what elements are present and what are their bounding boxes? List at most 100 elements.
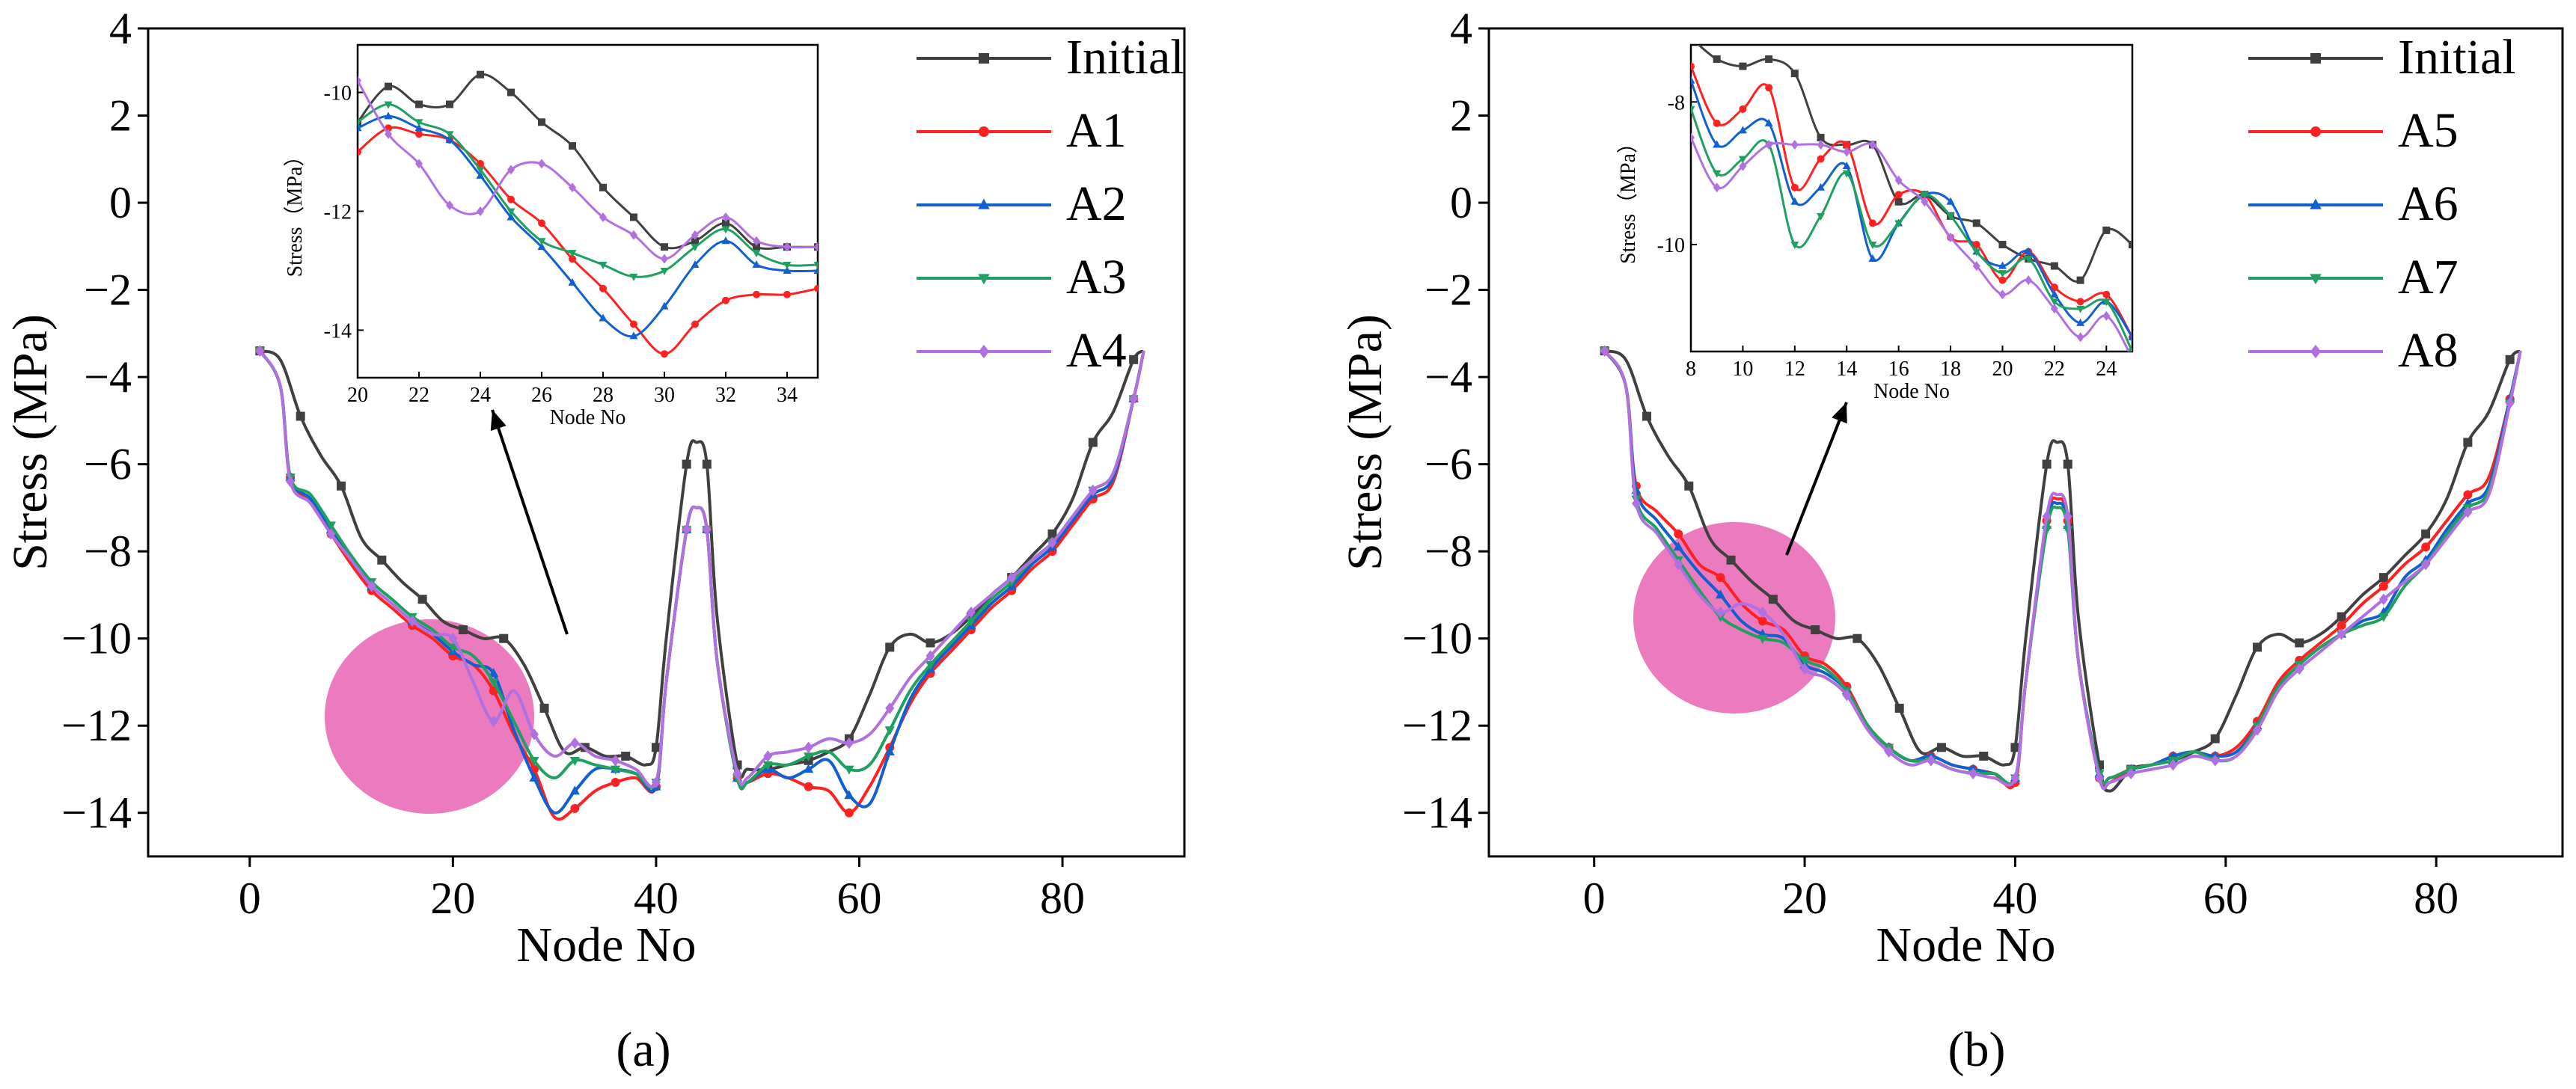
inset-data-point: [2050, 304, 2058, 314]
inset-data-point: [2102, 226, 2111, 234]
inset-x-tick-label: 24: [470, 384, 491, 407]
data-point: [367, 580, 376, 592]
inset-x-tick-label: 20: [347, 384, 368, 407]
data-point: [2295, 638, 2304, 648]
inset-data-point: [1691, 62, 1695, 70]
inset-series-Initial: [358, 70, 818, 251]
inset-data-point: [507, 165, 515, 175]
inset-y-axis-title: Stress（MPa）: [283, 146, 307, 277]
inset-x-tick-label: 20: [1992, 358, 2013, 381]
inset-data-point: [1894, 175, 1903, 185]
inset-data-point: [691, 320, 699, 328]
data-point: [1088, 438, 1098, 447]
inset-series-A1: [358, 124, 818, 358]
data-point: [2010, 743, 2020, 752]
legend-marker: [978, 274, 990, 285]
data-point: [1968, 767, 1978, 780]
data-point: [885, 642, 895, 652]
y-axis-title: Stress (MPa): [3, 314, 58, 571]
inset-y-tick-label: -10: [1657, 234, 1685, 257]
data-point: [2042, 459, 2052, 469]
inset-series-A8: [1691, 132, 2130, 352]
data-point: [1979, 751, 1989, 761]
inset-data-point: [1817, 139, 1825, 150]
data-point: [2421, 529, 2431, 539]
inset-data-point: [1790, 241, 1799, 249]
data-point: [417, 595, 427, 604]
data-point: [408, 615, 417, 628]
data-point: [529, 728, 539, 740]
data-point: [884, 746, 895, 755]
inset-data-point: [722, 219, 729, 227]
data-point: [458, 625, 468, 635]
inset-data-point: [691, 230, 699, 240]
legend-marker: [2310, 53, 2321, 64]
inset-data-point: [691, 244, 700, 252]
inset-data-point: [358, 148, 361, 156]
inset-x-tick-label: 22: [2044, 358, 2065, 381]
inset-x-tick-label: 26: [531, 384, 552, 407]
inset-data-point: [2024, 256, 2033, 264]
inset-series-line: [358, 126, 818, 355]
data-point: [763, 750, 773, 762]
inset-data-point: [445, 131, 454, 139]
inset-data-point: [2076, 298, 2084, 306]
legend-marker: [979, 344, 989, 359]
inset-y-tick-label: -8: [1668, 91, 1685, 114]
inset-data-point: [2128, 332, 2132, 340]
series-A8: [1600, 345, 2522, 791]
data-point: [2042, 510, 2052, 523]
inset-data-point: [1894, 191, 1903, 199]
inset-x-tick-label: 28: [593, 384, 614, 407]
inset-data-point: [722, 296, 729, 304]
inset-data-point: [813, 266, 818, 274]
legend-label: A3: [1066, 250, 1127, 304]
data-point: [2337, 628, 2346, 640]
legend-marker: [2310, 126, 2321, 137]
y-tick-label: −14: [1402, 788, 1472, 838]
inset-series-line: [358, 79, 818, 260]
inset-data-point: [507, 212, 515, 221]
data-point: [2253, 724, 2263, 736]
data-point: [2378, 581, 2388, 591]
data-point: [804, 741, 813, 754]
data-point: [926, 638, 935, 648]
data-point: [611, 765, 621, 775]
data-point: [489, 678, 499, 688]
inset-data-point: [2102, 310, 2111, 321]
inset-data-point: [415, 130, 423, 138]
data-point: [2505, 397, 2515, 409]
data-point: [325, 521, 337, 531]
data-point: [1716, 606, 1725, 619]
inset-data-point: [783, 266, 792, 274]
y-tick-label: −10: [1402, 614, 1472, 663]
inset-data-point: [629, 273, 638, 281]
inset-data-point: [507, 208, 515, 216]
inset-data-point: [721, 226, 730, 234]
inset-data-point: [753, 290, 760, 298]
x-tick-label: 0: [1583, 874, 1606, 923]
data-point: [1715, 589, 1726, 599]
legend-label: A2: [1066, 177, 1127, 231]
inset-data-point: [415, 100, 423, 108]
legend-marker: [2310, 274, 2322, 285]
inset-data-point: [2050, 298, 2059, 307]
data-point: [1757, 616, 1767, 626]
inset-data-point: [476, 171, 485, 179]
inset-x-tick-label: 30: [654, 384, 675, 407]
inset-data-point: [358, 119, 362, 127]
y-tick-label: −8: [1425, 527, 1472, 576]
inset-data-point: [384, 101, 393, 109]
inset-x-tick-label: 16: [1888, 358, 1909, 381]
inset-data-point: [814, 242, 818, 252]
panel-label-b: (b): [1948, 1022, 2006, 1077]
inset-data-point: [752, 260, 761, 269]
inset-data-point: [1738, 126, 1747, 134]
data-point: [448, 632, 458, 645]
inset-data-point: [2076, 305, 2085, 313]
inset-data-point: [2024, 247, 2033, 255]
y-tick-label: −10: [61, 614, 132, 663]
callout-arrow: [1785, 402, 1848, 556]
data-point: [732, 767, 742, 780]
data-point: [2126, 767, 2136, 780]
